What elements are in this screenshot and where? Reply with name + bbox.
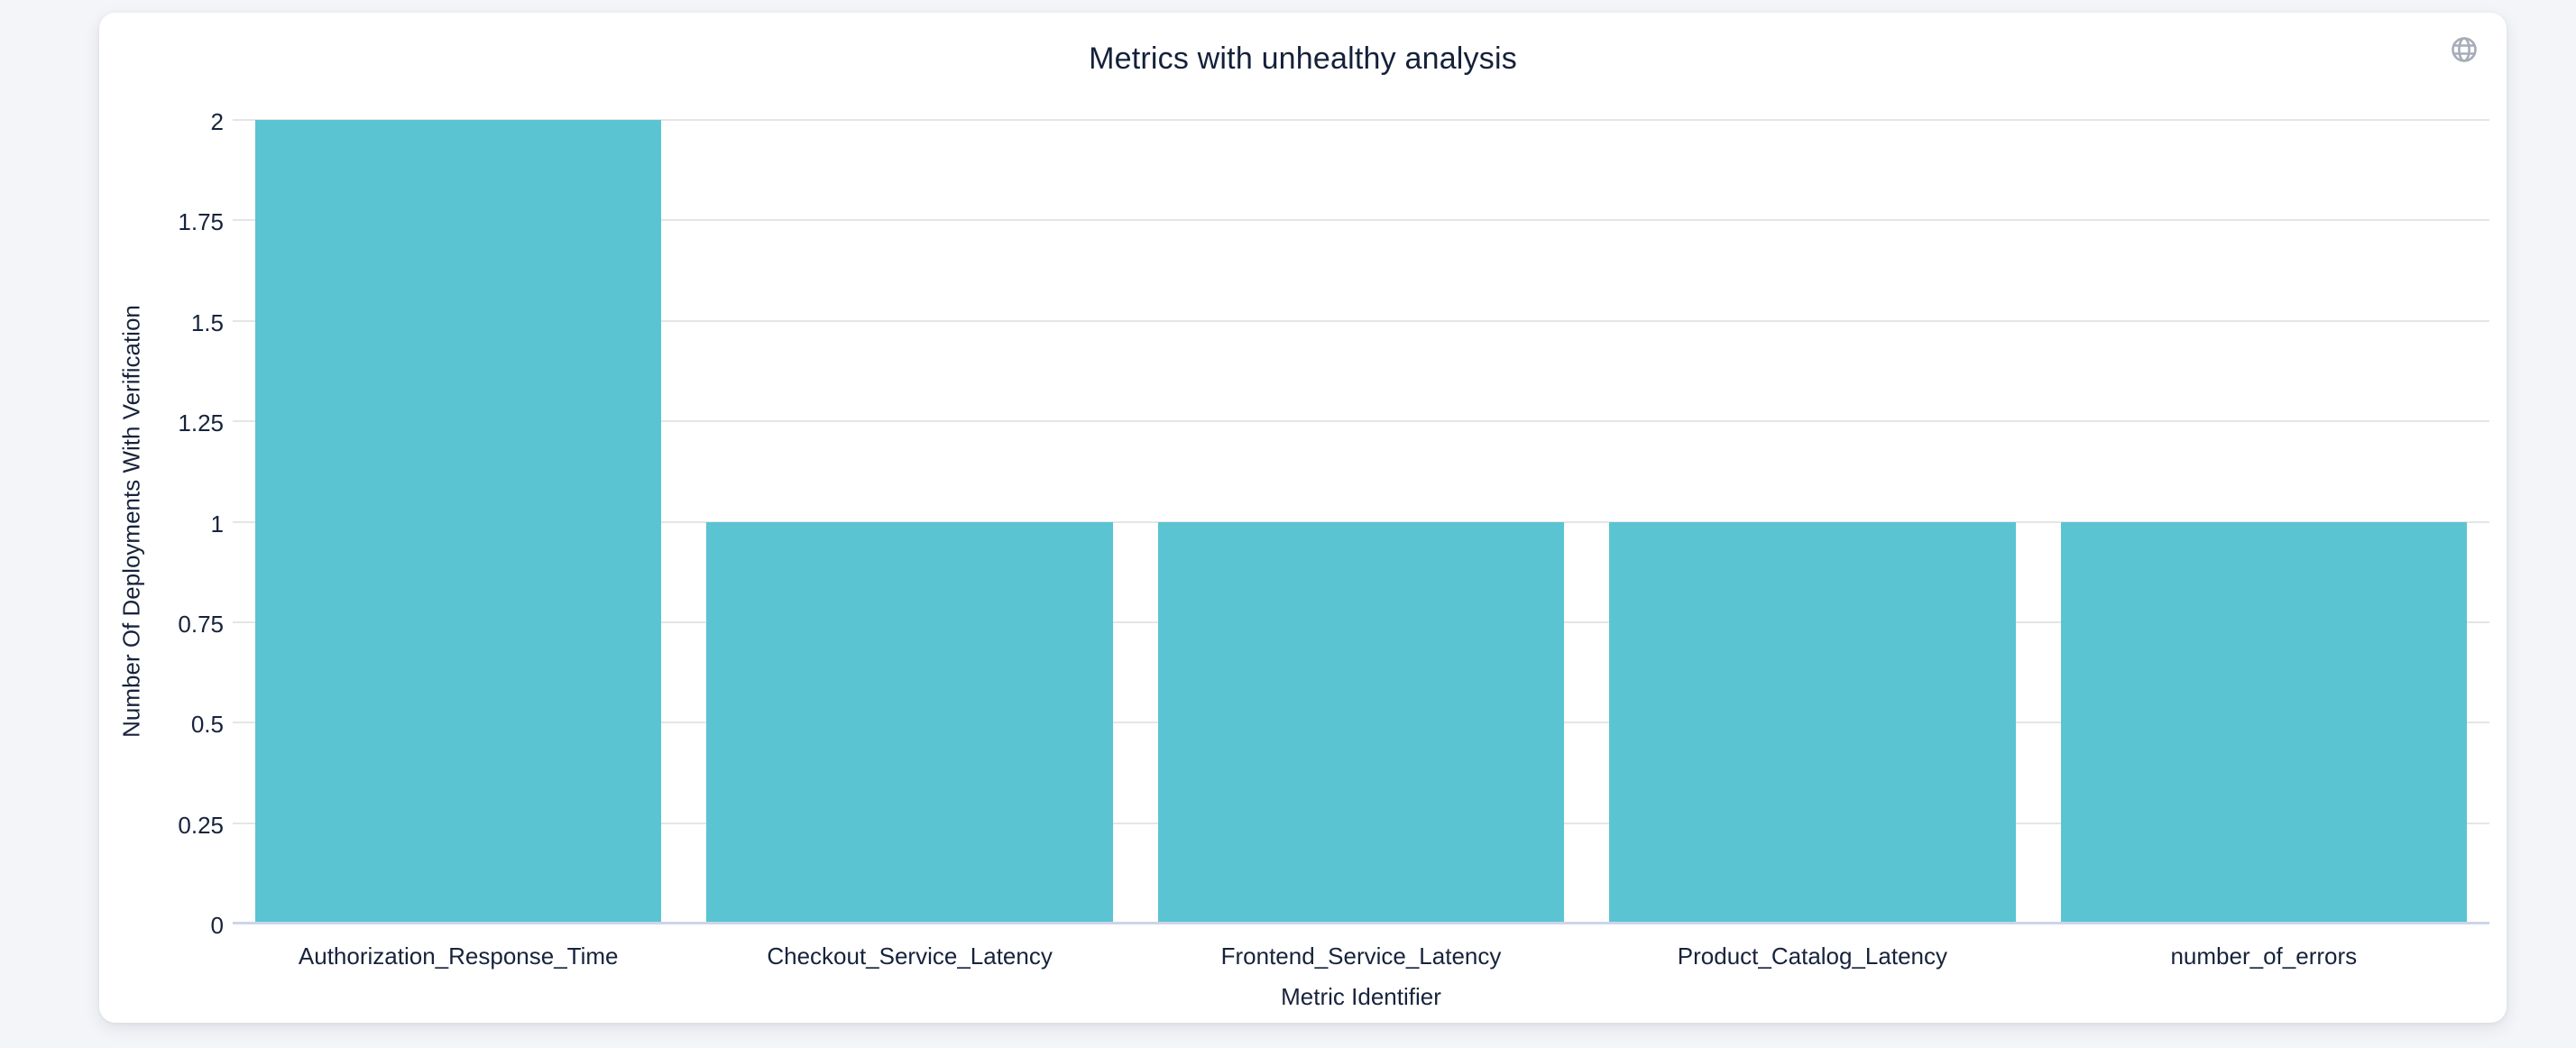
- bar-Product_Catalog_Latency[interactable]: [1609, 521, 2016, 924]
- plot-area: [233, 119, 2489, 924]
- x-tick-label: Frontend_Service_Latency: [1220, 942, 1502, 970]
- y-tick-label: 1.5: [190, 308, 224, 336]
- y-tick-label: 0.75: [178, 610, 224, 638]
- x-axis-baseline: [233, 922, 2489, 924]
- y-tick-label: 0.25: [178, 811, 224, 839]
- y-tick-label: 0: [210, 912, 224, 939]
- y-tick-label: 0.5: [190, 711, 224, 739]
- gridline: [233, 420, 2489, 423]
- y-tick-label: 1.25: [178, 409, 224, 437]
- x-tick-label: number_of_errors: [2170, 942, 2358, 970]
- bar-Frontend_Service_Latency[interactable]: [1157, 521, 1565, 924]
- y-tick-label: 1.75: [178, 208, 224, 236]
- chart-card: Metrics with unhealthy analysis Number O…: [99, 13, 2507, 1023]
- gridline: [233, 119, 2489, 121]
- gridline: [233, 219, 2489, 222]
- globe-icon[interactable]: [2451, 36, 2478, 63]
- chart-title: Metrics with unhealthy analysis: [1089, 41, 1517, 76]
- x-axis-title: Metric Identifier: [1281, 983, 1441, 1010]
- bar-Authorization_Response_Time[interactable]: [255, 120, 662, 924]
- x-tick-label: Authorization_Response_Time: [298, 942, 619, 970]
- bar-Checkout_Service_Latency[interactable]: [706, 521, 1113, 924]
- y-tick-label: 2: [210, 108, 224, 135]
- bar-number_of_errors[interactable]: [2060, 521, 2467, 924]
- gridline: [233, 319, 2489, 322]
- x-tick-label: Product_Catalog_Latency: [1677, 942, 1947, 970]
- x-tick-label: Checkout_Service_Latency: [767, 942, 1053, 970]
- y-tick-label: 1: [210, 510, 224, 538]
